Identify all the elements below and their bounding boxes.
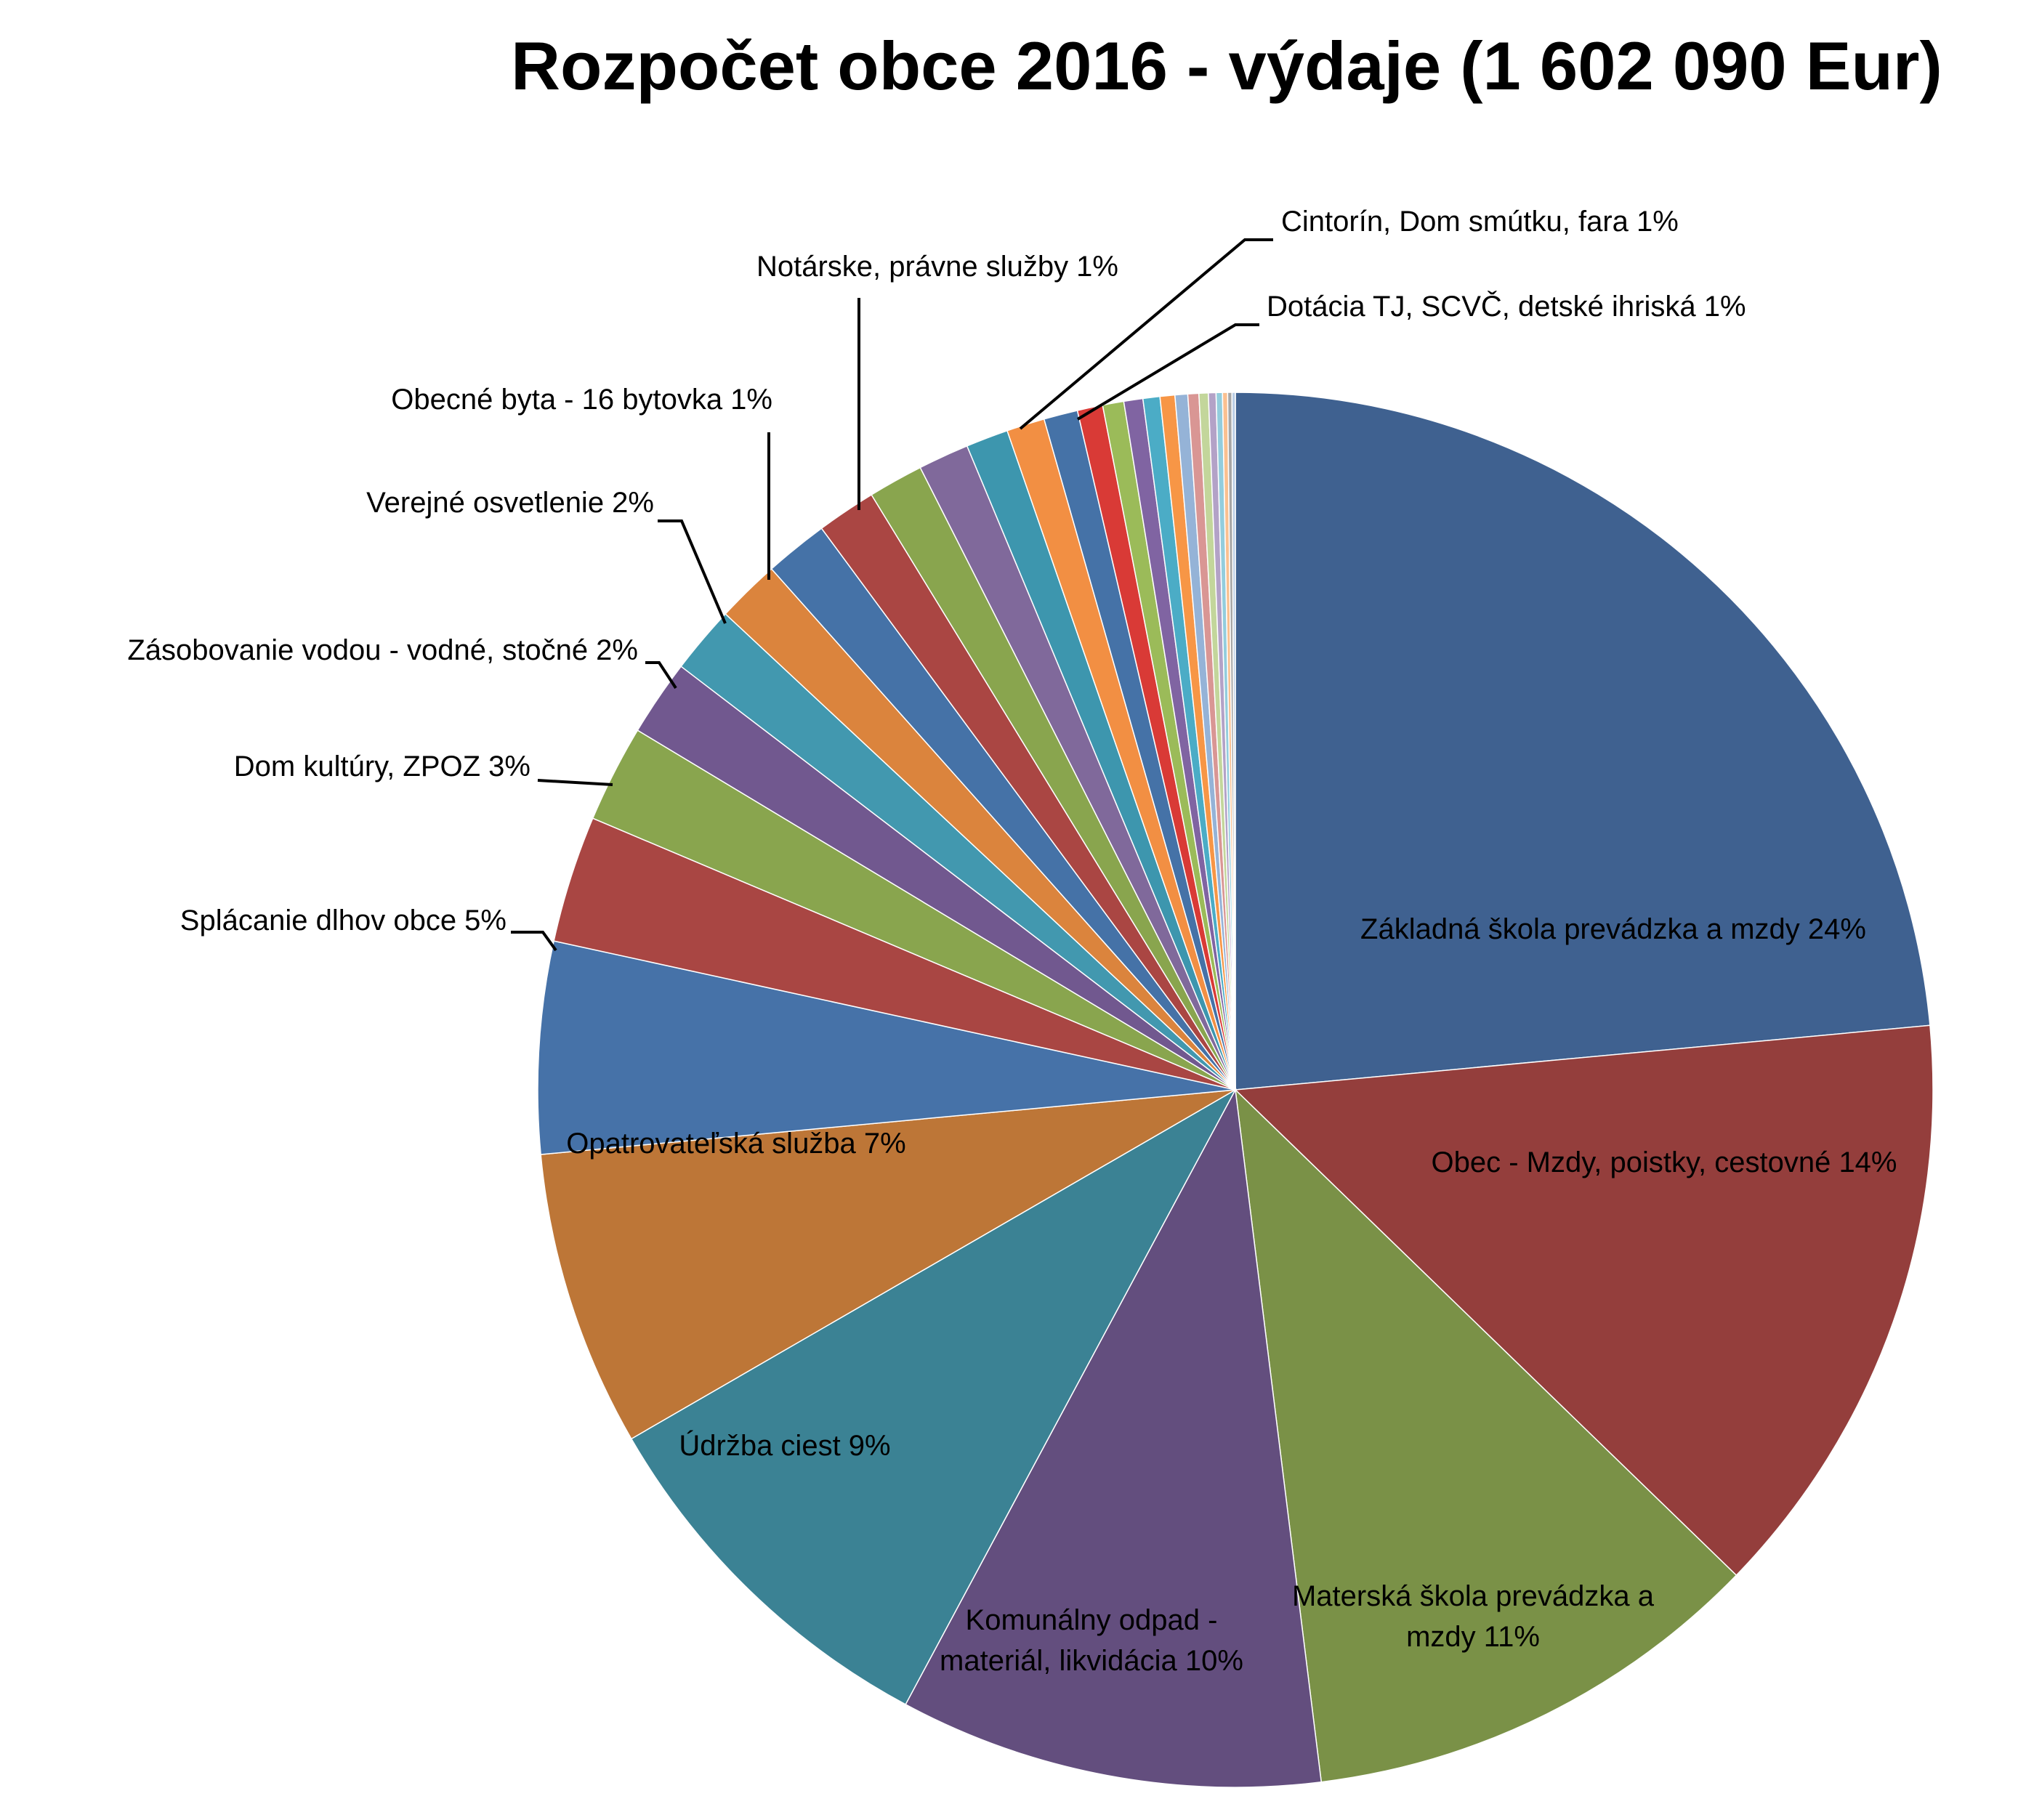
slice-label: Obec - Mzdy, poistky, cestovné 14% bbox=[1432, 1146, 1897, 1178]
slice-label: Notárske, právne služby 1% bbox=[756, 251, 1118, 283]
pie-slice bbox=[905, 1088, 1323, 1788]
pie-slice bbox=[1231, 392, 1236, 1091]
slice-label: Základná škola prevádzka a mzdy 24% bbox=[1360, 913, 1866, 945]
chart-title: Rozpočet obce 2016 - výdaje (1 602 090 E… bbox=[511, 28, 1942, 104]
pie-slices bbox=[537, 392, 1934, 1788]
leader-line bbox=[537, 779, 613, 786]
slice-label: Údržba ciest 9% bbox=[679, 1429, 890, 1462]
slice-label-line: Materská škola prevádzka a bbox=[1292, 1580, 1655, 1612]
slice-label: Dotácia TJ, SCVČ, detské ihriská 1% bbox=[1267, 290, 1746, 323]
pie-slice bbox=[540, 1089, 1236, 1440]
slice-label-line: materiál, likvidácia 10% bbox=[940, 1645, 1243, 1677]
pie-slice bbox=[1234, 1024, 1934, 1577]
leader-line bbox=[645, 661, 677, 689]
slice-labels: Základná škola prevádzka a mzdy 24% Obec … bbox=[127, 206, 1897, 1677]
pie-slice bbox=[1234, 1088, 1738, 1783]
slice-label: Dom kultúry, ZPOZ 3% bbox=[234, 751, 530, 782]
slice-label: Verejné osvetlenie 2% bbox=[366, 487, 654, 519]
slice-label: Komunálny odpad - materiál, likvidácia 10… bbox=[940, 1604, 1243, 1677]
slice-label: Splácanie dlhov obce 5% bbox=[180, 905, 507, 937]
slice-label: Cintorín, Dom smútku, fara 1% bbox=[1281, 206, 1679, 238]
pie-slice bbox=[1235, 392, 1931, 1091]
slice-label: Materská škola prevádzka a mzdy 11% bbox=[1292, 1580, 1655, 1653]
slice-label-line: Komunálny odpad - bbox=[966, 1604, 1218, 1636]
slice-label: Zásobovanie vodou - vodné, stočné 2% bbox=[127, 634, 638, 666]
slice-label: Obecné byta - 16 bytovka 1% bbox=[391, 384, 772, 416]
pie-slice bbox=[537, 940, 1236, 1155]
leader-line bbox=[1076, 323, 1259, 421]
pie-slice bbox=[630, 1088, 1237, 1705]
leader-lines bbox=[511, 238, 1273, 952]
leader-line bbox=[511, 931, 557, 952]
leader-line bbox=[1019, 238, 1273, 430]
slice-label: Opatrovateľská služba 7% bbox=[566, 1128, 905, 1160]
slice-label-line: mzdy 11% bbox=[1406, 1621, 1540, 1653]
leader-line bbox=[658, 519, 727, 624]
